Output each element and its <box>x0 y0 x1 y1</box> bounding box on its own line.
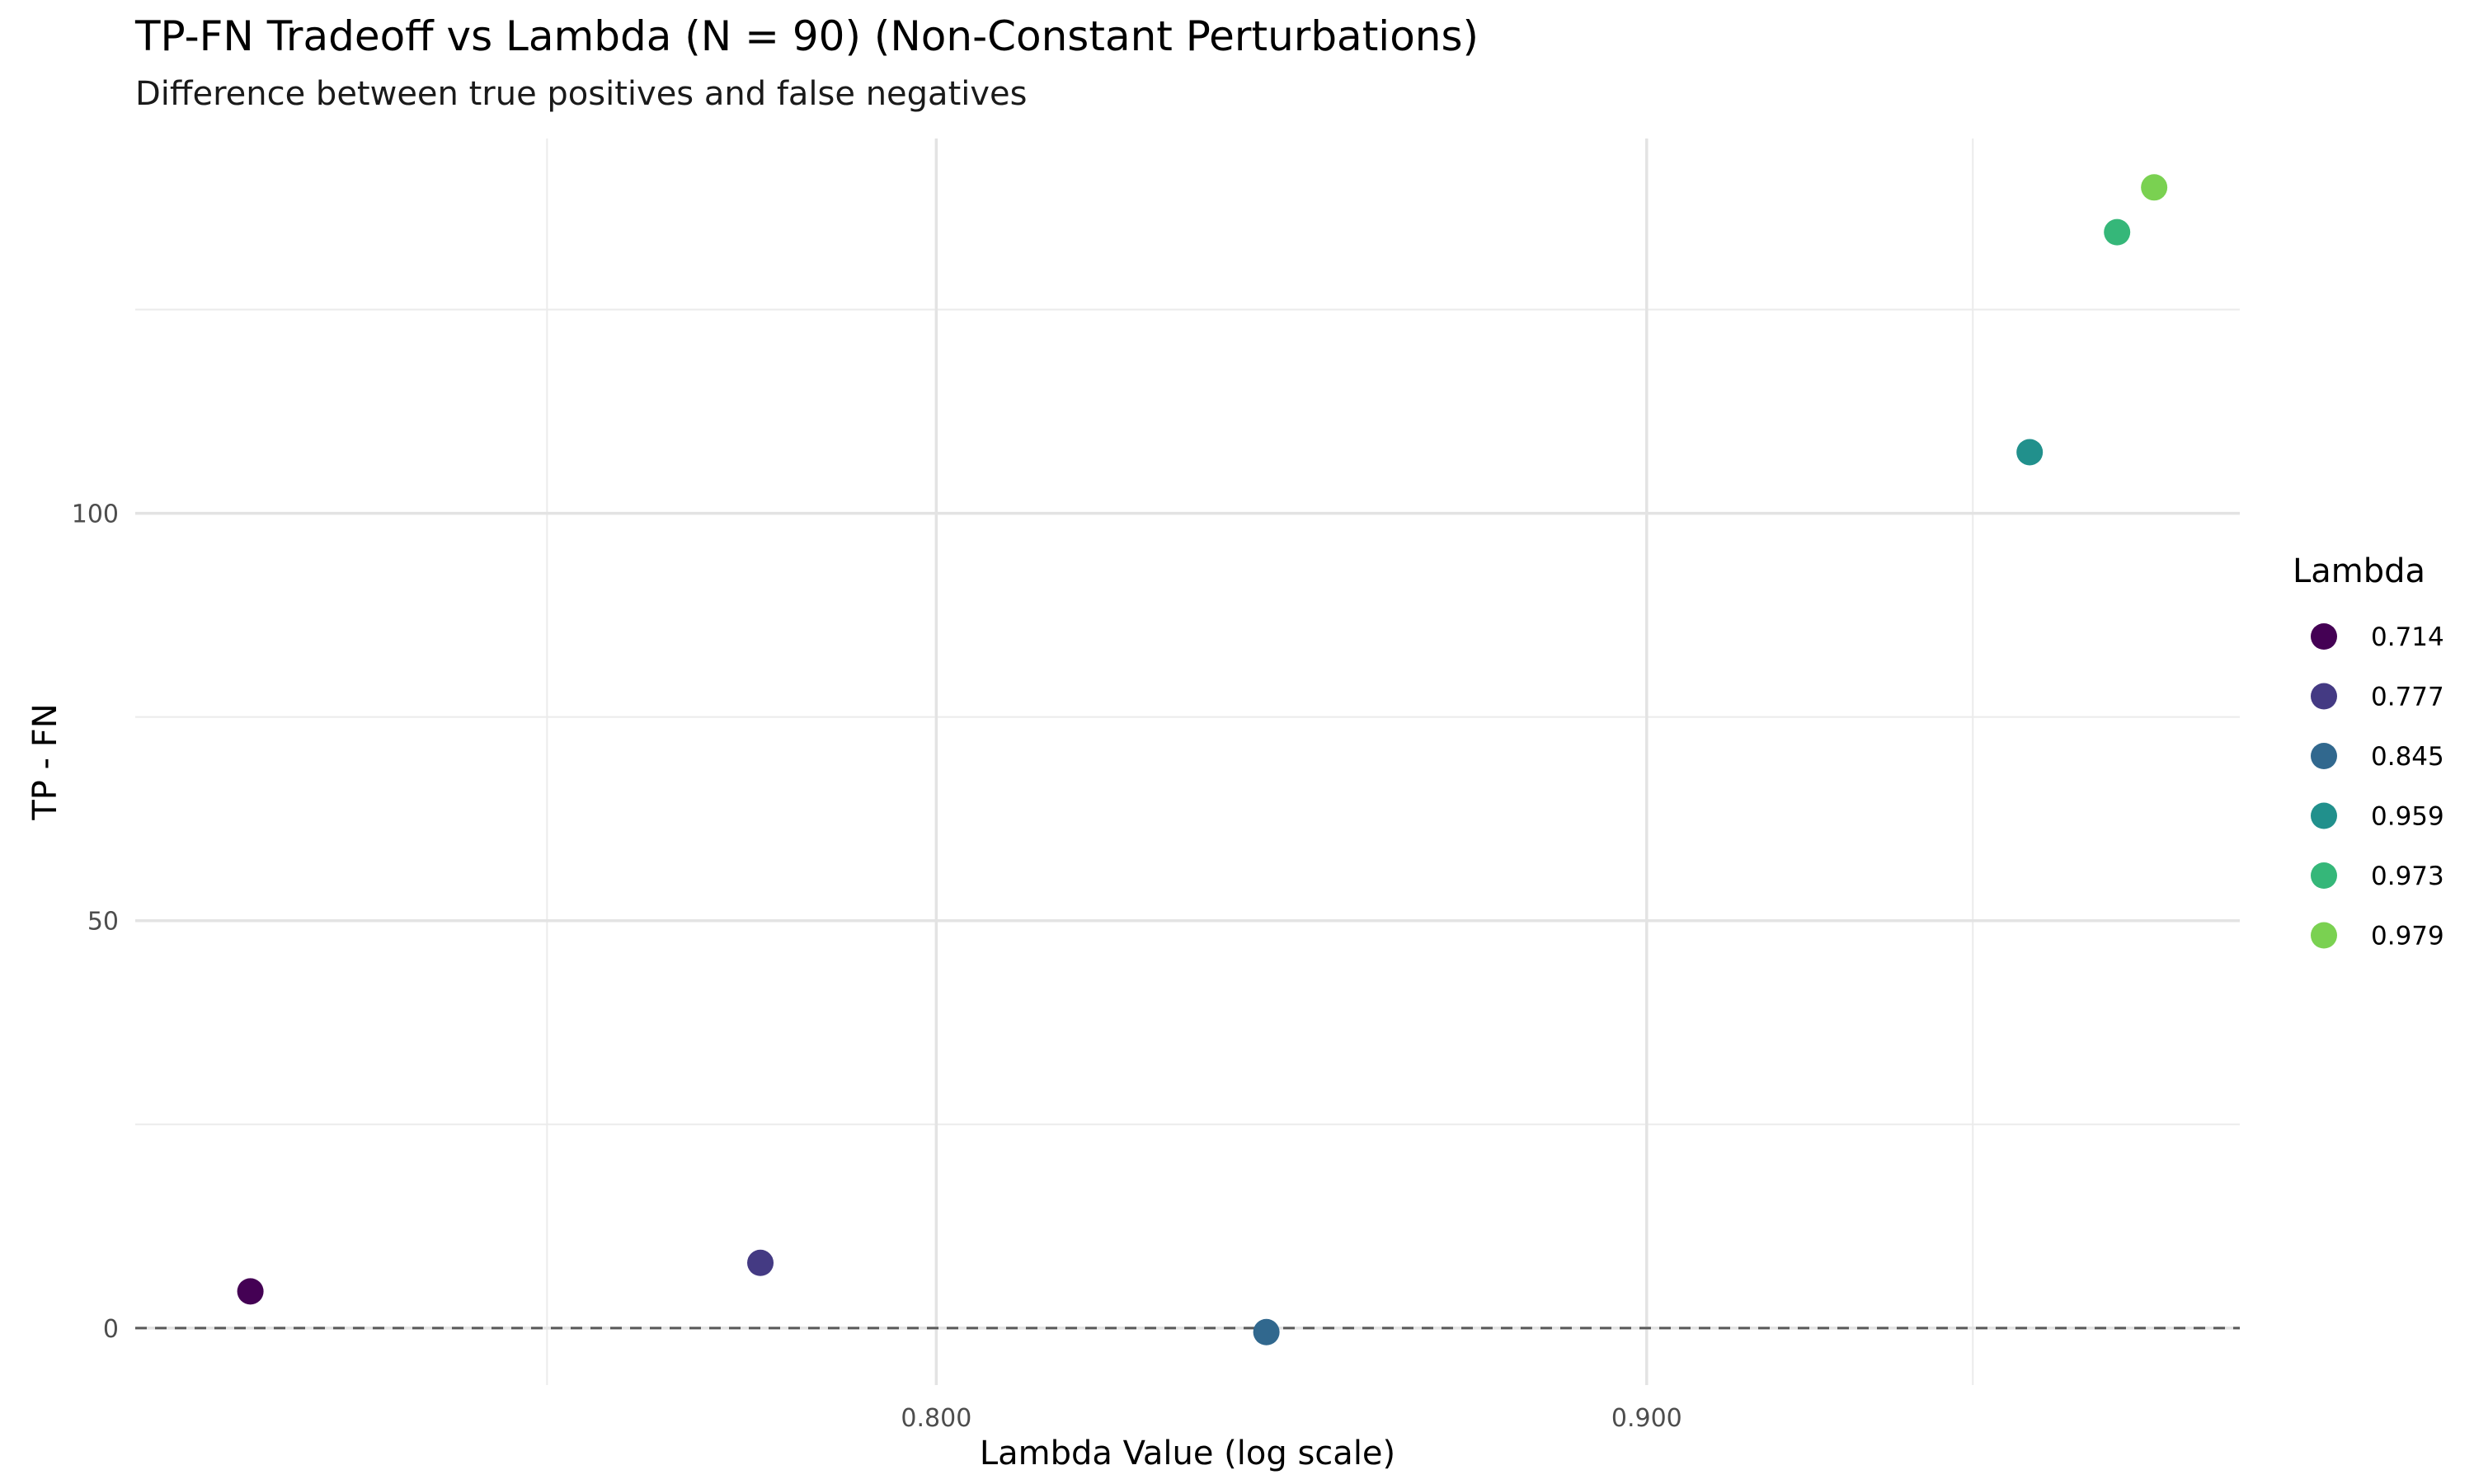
y-tick-label: 100 <box>72 500 119 529</box>
x-tick-label: 0.900 <box>1611 1404 1682 1433</box>
chart-title: TP-FN Tradeoff vs Lambda (N = 90) (Non-C… <box>135 12 1479 60</box>
legend-label: 0.777 <box>2371 683 2444 712</box>
data-point <box>237 1278 264 1305</box>
y-tick-label: 0 <box>103 1315 119 1344</box>
legend-swatch <box>2311 623 2337 650</box>
legend-swatch <box>2311 862 2337 889</box>
data-point <box>747 1249 774 1276</box>
data-point <box>2141 174 2168 201</box>
legend-swatch <box>2311 922 2337 949</box>
legend-label: 0.714 <box>2371 622 2444 652</box>
grid-lines <box>135 139 2240 1385</box>
legend-label: 0.973 <box>2371 862 2444 891</box>
data-point <box>1253 1318 1280 1345</box>
legend-label: 0.979 <box>2371 922 2444 951</box>
x-tick-label: 0.800 <box>901 1404 971 1433</box>
y-axis-title: TP - FN <box>26 703 64 820</box>
legend-swatch <box>2311 683 2337 710</box>
legend-title: Lambda <box>2293 552 2425 590</box>
legend-label: 0.959 <box>2371 802 2444 832</box>
data-points <box>237 174 2168 1345</box>
legend: Lambda 0.714 0.777 0.845 0.959 0.973 0.979 <box>2293 552 2444 951</box>
chart-subtitle: Difference between true positives and fa… <box>135 75 1028 113</box>
data-point <box>2016 439 2044 466</box>
legend-label: 0.845 <box>2371 742 2444 772</box>
legend-swatch <box>2311 743 2337 769</box>
x-axis-title: Lambda Value (log scale) <box>980 1435 1395 1472</box>
data-point <box>2104 218 2131 246</box>
y-tick-label: 50 <box>87 908 119 937</box>
legend-swatch <box>2311 802 2337 829</box>
axis-tick-labels: 0.800 0.900 0 50 100 <box>72 500 1682 1433</box>
